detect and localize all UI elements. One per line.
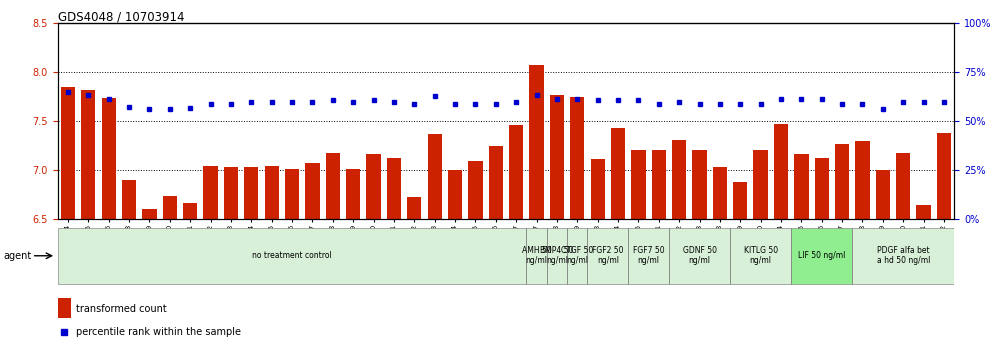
Bar	[567, 228, 588, 284]
Bar	[285, 169, 299, 219]
Text: GDNF 50
ng/ml: GDNF 50 ng/ml	[682, 246, 716, 266]
Bar	[386, 158, 401, 219]
Bar	[672, 140, 686, 219]
Text: KITLG 50
ng/ml: KITLG 50 ng/ml	[744, 246, 778, 266]
Bar	[367, 154, 380, 219]
Text: GDS4048 / 10703914: GDS4048 / 10703914	[58, 11, 184, 24]
Bar	[547, 228, 567, 284]
Text: percentile rank within the sample: percentile rank within the sample	[76, 327, 241, 337]
Text: no treatment control: no treatment control	[252, 251, 332, 260]
Bar	[203, 166, 218, 219]
Bar	[611, 128, 625, 219]
Bar	[102, 98, 116, 219]
Bar	[489, 146, 503, 219]
Bar	[937, 133, 951, 219]
Bar	[588, 228, 628, 284]
Bar	[853, 228, 954, 284]
Bar	[550, 95, 564, 219]
Text: PDGF alfa bet
a hd 50 ng/ml: PDGF alfa bet a hd 50 ng/ml	[876, 246, 930, 266]
Text: FGF2 50
ng/ml: FGF2 50 ng/ml	[592, 246, 623, 266]
Bar	[162, 196, 177, 219]
Bar	[427, 134, 442, 219]
Text: FGF7 50
ng/ml: FGF7 50 ng/ml	[632, 246, 664, 266]
Bar	[346, 169, 361, 219]
Bar	[875, 170, 890, 219]
Text: AMH 50
ng/ml: AMH 50 ng/ml	[522, 246, 552, 266]
Bar	[509, 125, 523, 219]
Bar	[468, 161, 482, 219]
Bar	[669, 228, 730, 284]
Bar	[754, 150, 768, 219]
Bar	[306, 164, 320, 219]
Bar	[407, 197, 421, 219]
Bar	[224, 167, 238, 219]
Text: LIF 50 ng/ml: LIF 50 ng/ml	[798, 251, 846, 260]
Bar	[448, 170, 462, 219]
Bar	[916, 205, 930, 219]
Text: agent: agent	[3, 251, 31, 261]
Text: transformed count: transformed count	[76, 304, 166, 314]
Bar	[265, 166, 279, 219]
Bar	[591, 159, 605, 219]
Text: CTGF 50
ng/ml: CTGF 50 ng/ml	[561, 246, 594, 266]
Bar	[835, 144, 850, 219]
Bar	[183, 203, 197, 219]
Bar	[530, 65, 544, 219]
Bar	[122, 180, 136, 219]
Bar	[61, 87, 75, 219]
Bar	[651, 150, 666, 219]
Bar	[730, 228, 791, 284]
Bar	[791, 228, 853, 284]
Bar	[794, 154, 809, 219]
Bar	[733, 182, 747, 219]
Bar	[628, 228, 669, 284]
Bar	[815, 158, 829, 219]
Bar	[692, 150, 706, 219]
Bar	[326, 153, 340, 219]
Text: BMP4 50
ng/ml: BMP4 50 ng/ml	[540, 246, 574, 266]
Bar	[631, 150, 645, 219]
Bar	[856, 141, 870, 219]
Bar	[570, 97, 585, 219]
Bar	[896, 153, 910, 219]
Bar	[526, 228, 547, 284]
Bar	[244, 167, 258, 219]
Bar	[58, 297, 72, 318]
Bar	[713, 167, 727, 219]
Bar	[58, 228, 526, 284]
Bar	[142, 209, 156, 219]
Bar	[774, 124, 788, 219]
Bar	[82, 90, 96, 219]
